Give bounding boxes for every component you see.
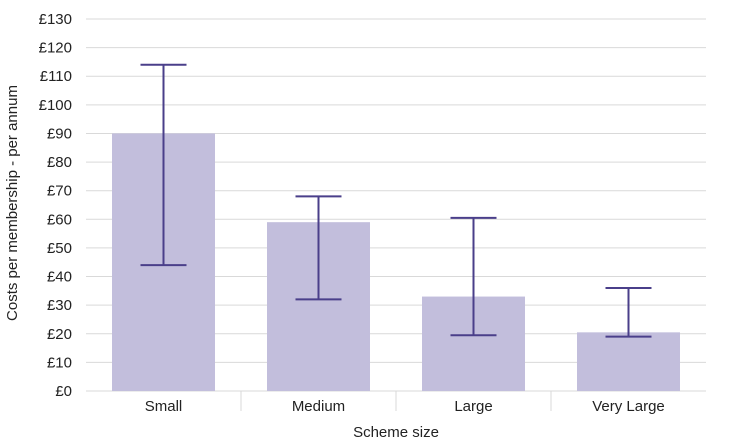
y-tick-label: £100 — [39, 97, 72, 114]
y-tick-labels: £0 £10 £20 £30 £40 £50 £60 £70 £80 £90 £100 £110 £12… — [39, 11, 72, 400]
bar — [577, 332, 680, 391]
x-tick-label: Medium — [292, 398, 345, 415]
bars — [112, 133, 680, 391]
y-tick-label: £50 — [47, 240, 72, 257]
x-tick-labels: Small Medium Large Very Large — [145, 398, 665, 415]
x-axis-title: Scheme size — [353, 424, 439, 441]
y-tick-label: £70 — [47, 183, 72, 200]
error-bars — [140, 63, 652, 338]
y-tick-label: £30 — [47, 297, 72, 314]
y-tick-label: £80 — [47, 154, 72, 171]
y-tick-label: £10 — [47, 354, 72, 371]
y-tick-label: £110 — [40, 68, 72, 85]
y-tick-label: £0 — [55, 383, 72, 400]
x-tick-label: Large — [454, 398, 492, 415]
y-tick-label: £60 — [47, 211, 72, 228]
y-tick-label: £20 — [47, 326, 72, 343]
x-tick-label: Small — [145, 398, 183, 415]
y-tick-label: £40 — [47, 269, 72, 286]
y-tick-label: £130 — [39, 11, 72, 28]
y-tick-label: £90 — [47, 125, 72, 142]
y-axis-title: Costs per membership - per annum — [4, 85, 21, 321]
x-tick-label: Very Large — [592, 398, 665, 415]
y-tick-label: £120 — [39, 40, 72, 57]
